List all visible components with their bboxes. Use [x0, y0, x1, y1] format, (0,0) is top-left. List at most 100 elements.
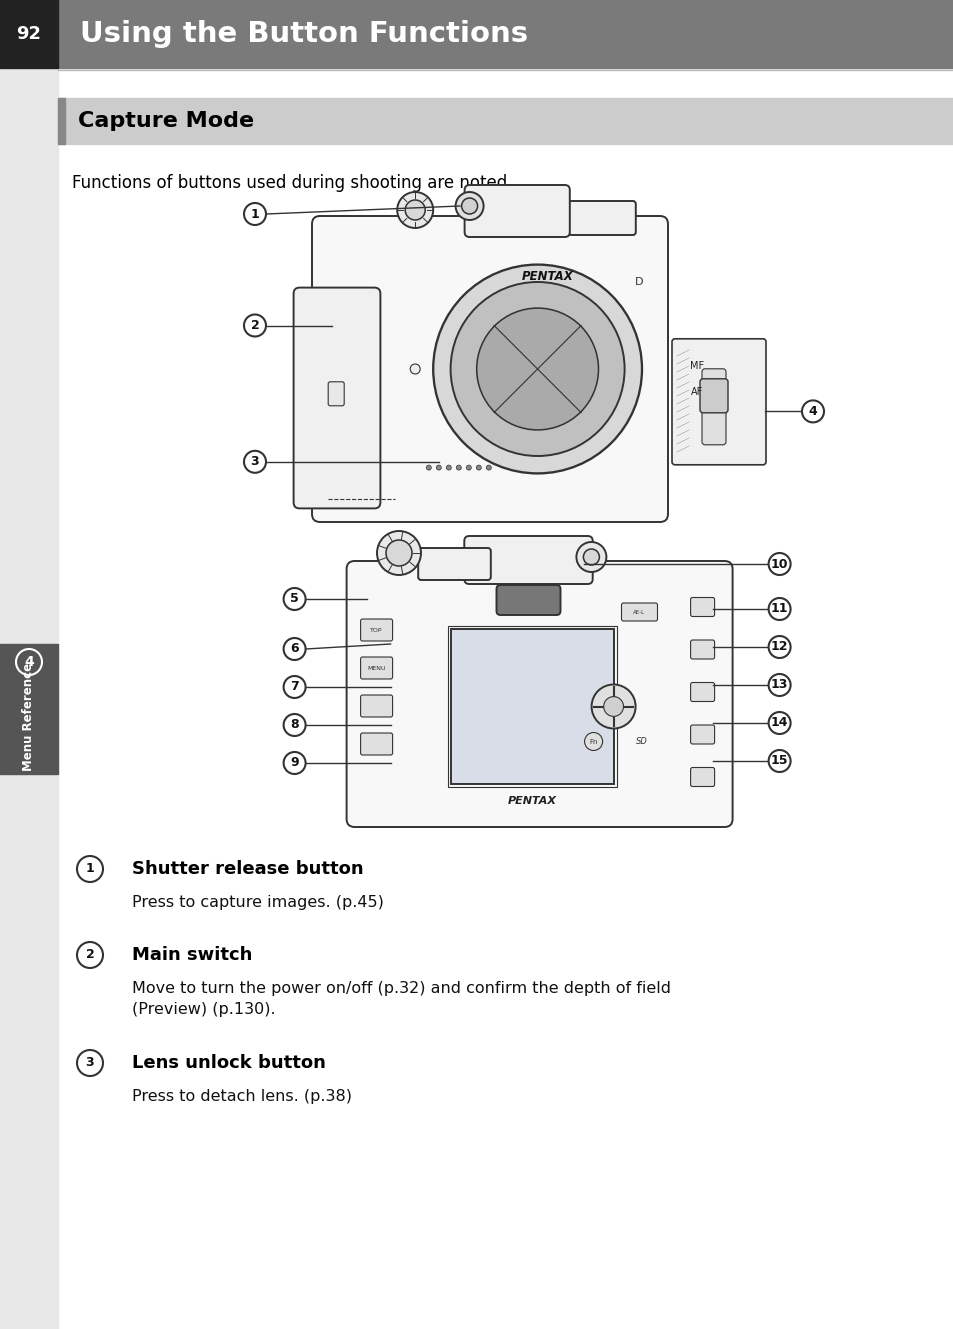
Circle shape [768, 712, 790, 734]
Circle shape [405, 199, 425, 221]
Text: 14: 14 [770, 716, 787, 730]
Bar [0, 0, 58, 1329]
Circle shape [768, 674, 790, 696]
Text: 12: 12 [770, 641, 787, 654]
FancyBboxPatch shape [568, 201, 635, 235]
Circle shape [583, 549, 598, 565]
FancyBboxPatch shape [346, 561, 732, 827]
Text: 7: 7 [290, 680, 298, 694]
FancyBboxPatch shape [690, 683, 714, 702]
Circle shape [244, 451, 266, 473]
Text: AE-L: AE-L [633, 610, 645, 614]
Circle shape [436, 465, 441, 470]
Text: Move to turn the power on/off (p.32) and confirm the depth of field
(Preview) (p: Move to turn the power on/off (p.32) and… [132, 981, 670, 1017]
Circle shape [576, 542, 606, 571]
Text: Menu Reference: Menu Reference [23, 663, 35, 771]
FancyBboxPatch shape [690, 726, 714, 744]
FancyBboxPatch shape [496, 585, 560, 615]
Text: Fn: Fn [589, 739, 598, 744]
Circle shape [77, 942, 103, 968]
Text: Press to capture images. (p.45): Press to capture images. (p.45) [132, 894, 383, 910]
FancyBboxPatch shape [360, 657, 393, 679]
Circle shape [768, 553, 790, 575]
Circle shape [410, 364, 419, 373]
FancyBboxPatch shape [701, 369, 725, 445]
FancyBboxPatch shape [690, 641, 714, 659]
Text: 3: 3 [251, 456, 259, 468]
Text: PENTAX: PENTAX [521, 270, 574, 283]
Circle shape [283, 676, 305, 698]
Text: PENTAX: PENTAX [507, 796, 557, 807]
Circle shape [283, 752, 305, 773]
FancyBboxPatch shape [360, 619, 393, 641]
Circle shape [16, 649, 42, 675]
FancyBboxPatch shape [700, 379, 727, 413]
Circle shape [768, 598, 790, 621]
Text: 2: 2 [86, 949, 94, 961]
FancyBboxPatch shape [360, 695, 393, 718]
Text: 15: 15 [770, 755, 787, 768]
Bar [451, 629, 613, 784]
Text: 4: 4 [24, 655, 34, 668]
Circle shape [476, 308, 598, 429]
Circle shape [476, 465, 481, 470]
Circle shape [466, 465, 471, 470]
Circle shape [446, 465, 451, 470]
Circle shape [801, 400, 823, 423]
Circle shape [77, 1050, 103, 1076]
Text: 5: 5 [290, 593, 298, 606]
Circle shape [283, 638, 305, 661]
Text: SD: SD [635, 738, 647, 746]
Text: Shutter release button: Shutter release button [132, 860, 363, 878]
Circle shape [396, 191, 433, 229]
FancyBboxPatch shape [464, 185, 569, 237]
Bar [0, 645, 58, 773]
Circle shape [244, 203, 266, 225]
FancyBboxPatch shape [312, 217, 667, 522]
Text: 9: 9 [290, 756, 298, 769]
FancyBboxPatch shape [690, 598, 714, 617]
Text: Lens unlock button: Lens unlock button [132, 1054, 326, 1073]
Circle shape [244, 315, 266, 336]
Circle shape [433, 264, 641, 473]
Text: Main switch: Main switch [132, 946, 253, 964]
Circle shape [283, 587, 305, 610]
Text: Functions of buttons used during shooting are noted.: Functions of buttons used during shootin… [71, 174, 512, 191]
Bar [58, 98, 65, 144]
Text: 6: 6 [290, 642, 298, 655]
Circle shape [376, 532, 420, 575]
Circle shape [456, 465, 461, 470]
FancyBboxPatch shape [620, 603, 657, 621]
Circle shape [584, 732, 602, 751]
Text: 3: 3 [86, 1057, 94, 1070]
Circle shape [768, 637, 790, 658]
FancyBboxPatch shape [294, 287, 380, 509]
FancyBboxPatch shape [328, 381, 344, 405]
Text: 10: 10 [770, 557, 787, 570]
Text: 92: 92 [16, 25, 42, 43]
Bar [0, 0, 58, 68]
Circle shape [486, 465, 491, 470]
FancyBboxPatch shape [417, 548, 490, 579]
FancyBboxPatch shape [690, 768, 714, 787]
Text: TOP: TOP [370, 627, 382, 633]
Text: 1: 1 [86, 863, 94, 876]
Text: D: D [635, 276, 643, 287]
Text: 8: 8 [290, 719, 298, 731]
FancyBboxPatch shape [464, 536, 592, 583]
Text: 2: 2 [251, 319, 259, 332]
Circle shape [603, 696, 623, 716]
FancyBboxPatch shape [671, 339, 765, 465]
Circle shape [426, 465, 431, 470]
FancyBboxPatch shape [360, 734, 393, 755]
Text: Capture Mode: Capture Mode [78, 112, 253, 132]
Text: 4: 4 [808, 405, 817, 417]
Text: MENU: MENU [367, 666, 385, 671]
Circle shape [386, 540, 412, 566]
Text: 1: 1 [251, 207, 259, 221]
Circle shape [591, 684, 635, 728]
Circle shape [283, 714, 305, 736]
Bar [447, 626, 616, 787]
Text: Using the Button Functions: Using the Button Functions [80, 20, 528, 48]
Text: AF: AF [690, 387, 702, 397]
